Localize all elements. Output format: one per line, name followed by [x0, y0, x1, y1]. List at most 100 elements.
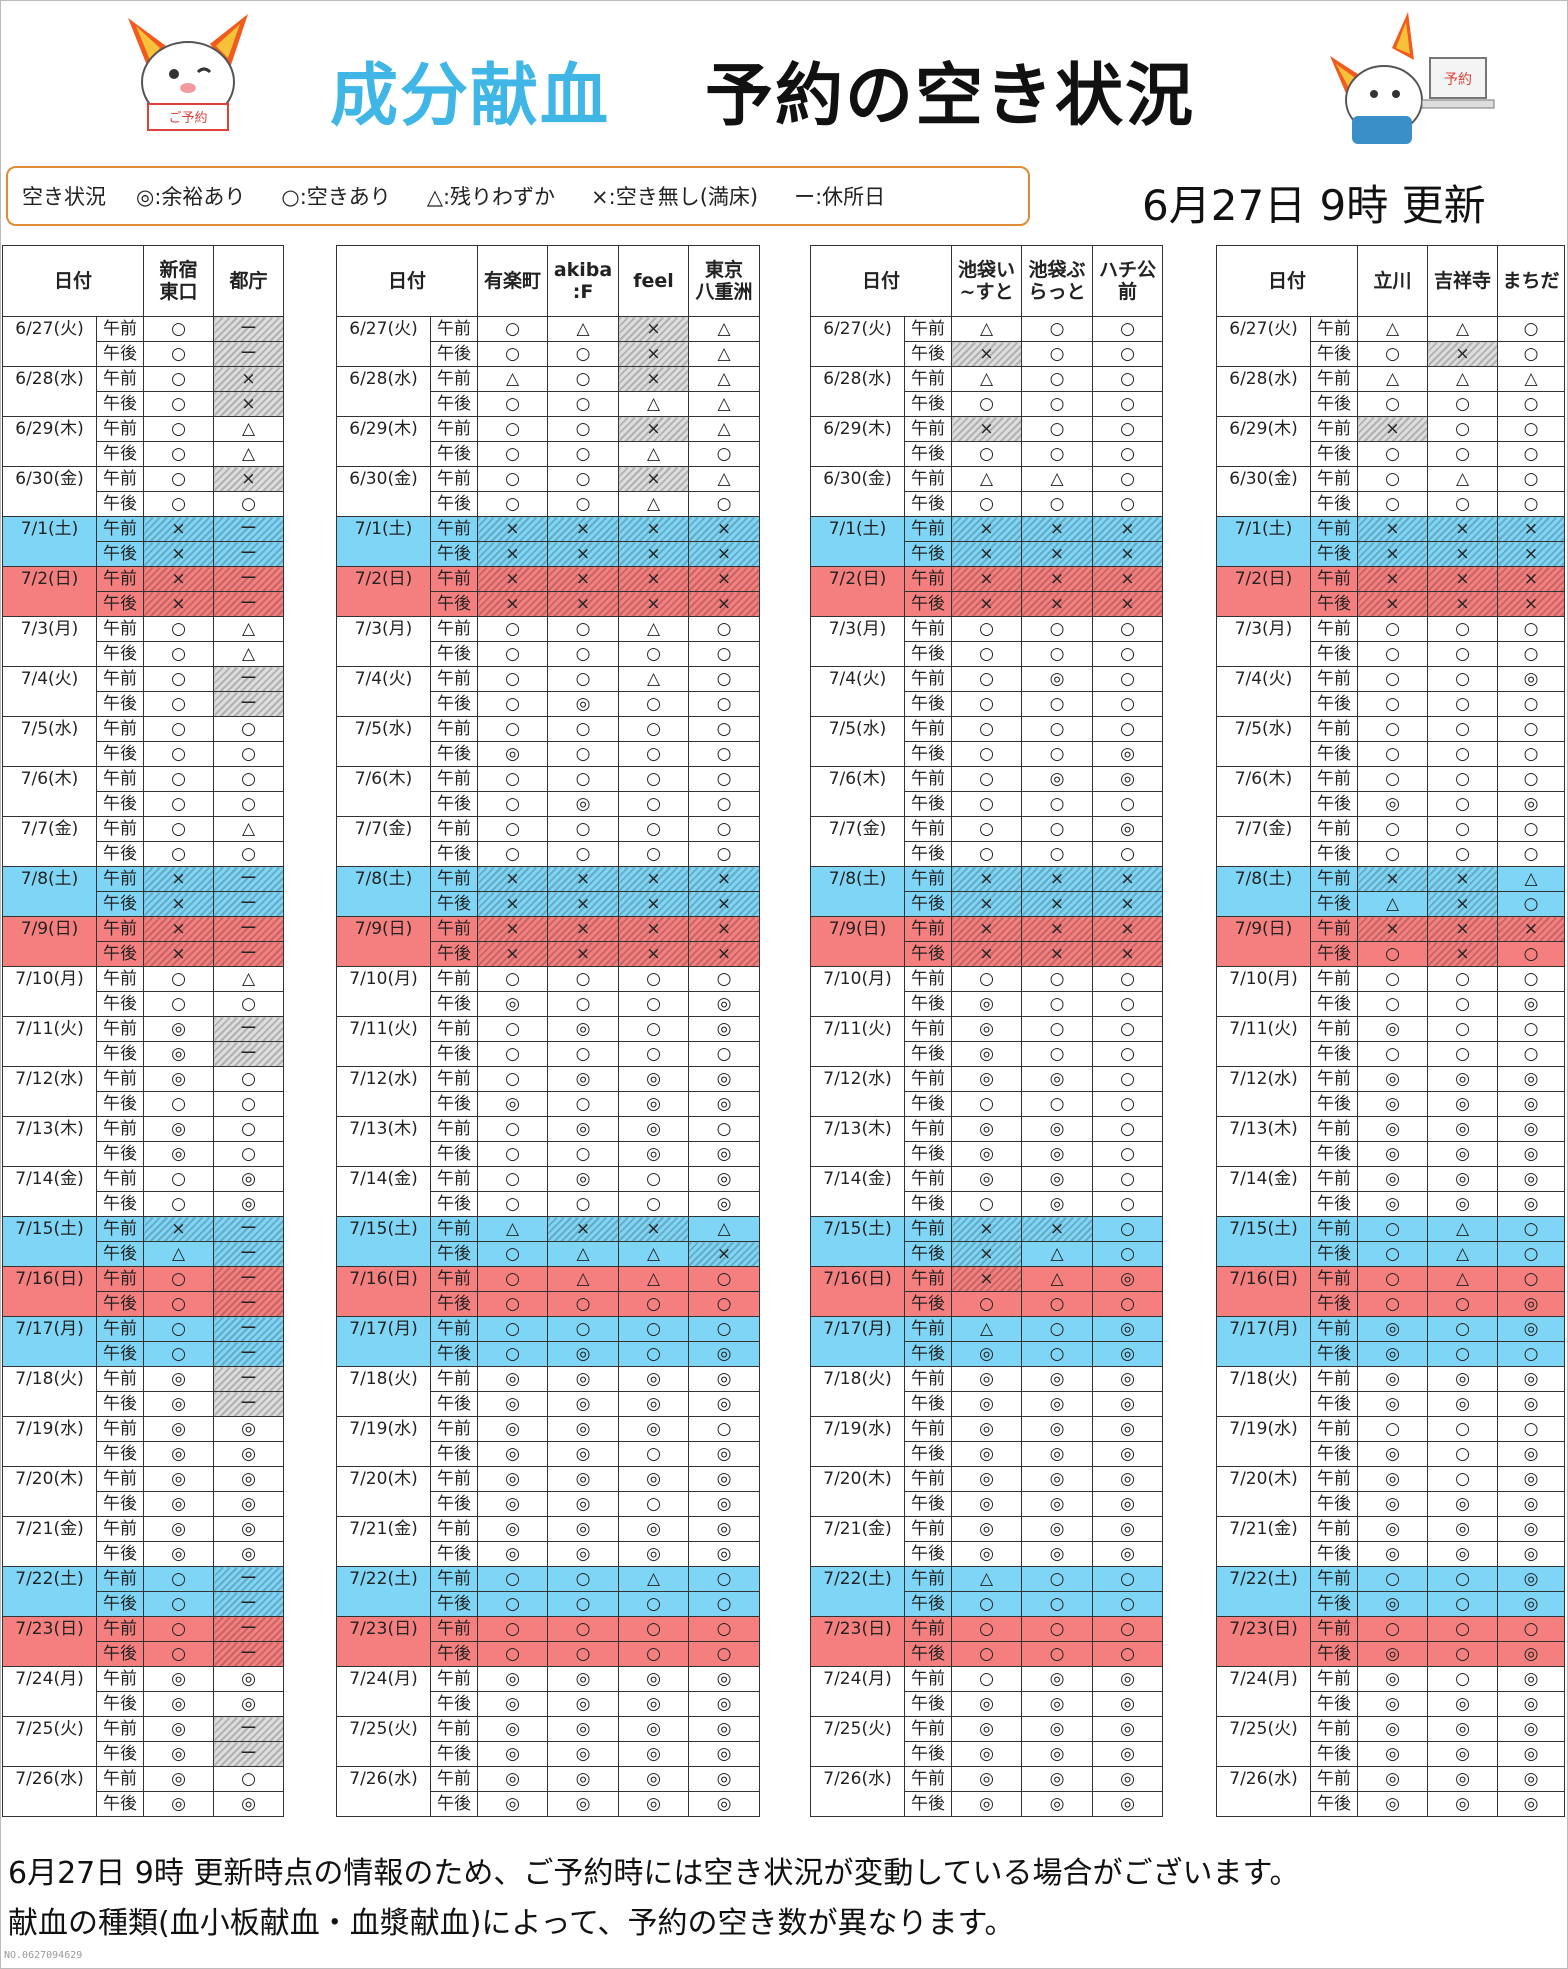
availability-cell: ○: [143, 666, 215, 692]
availability-cell: △: [1427, 1266, 1499, 1292]
table-row: 午後 ○ ○ ◎: [811, 741, 1164, 767]
table-row: 午後 ○ × ○: [1217, 941, 1566, 967]
table-row: 7/19(水) 午前 ◎ ◎: [2, 1416, 285, 1467]
availability-cell: △: [618, 666, 690, 692]
availability-cell: ○: [477, 491, 549, 517]
table-row: 午後 ◎ ◎ ◎: [1217, 1741, 1566, 1767]
availability-cell: ◎: [477, 1541, 549, 1567]
availability-cell: ー: [213, 666, 285, 692]
availability-cell: △: [547, 1266, 620, 1292]
date-cell: 7/19(水): [2, 1416, 97, 1467]
availability-cell: ○: [547, 441, 620, 467]
availability-cell: ×: [1357, 566, 1429, 592]
availability-cell: ×: [547, 916, 620, 942]
availability-cell: ○: [1427, 716, 1499, 742]
morning-label: 午前: [903, 1016, 953, 1042]
morning-label: 午前: [429, 1216, 479, 1242]
table-row: 午後 ○ ○ ○: [811, 641, 1164, 667]
availability-cell: ◎: [951, 1116, 1023, 1142]
table-row: 7/3(月) 午前 ○ ○ ○: [1216, 616, 1566, 667]
legend-label: 空き状況: [22, 185, 106, 209]
availability-cell: ◎: [688, 1441, 761, 1467]
availability-cell: △: [688, 316, 761, 342]
availability-cell: ×: [143, 516, 215, 542]
table-row: 7/14(金) 午前 ◎ ◎ ◎: [1216, 1166, 1566, 1217]
morning-label: 午前: [95, 1266, 145, 1292]
date-cell: 7/25(火): [336, 1716, 431, 1767]
availability-cell: ○: [688, 1316, 761, 1342]
availability-cell: ー: [213, 1216, 285, 1242]
availability-cell: ー: [213, 341, 285, 367]
afternoon-label: 午後: [95, 1491, 145, 1517]
availability-cell: ○: [477, 691, 549, 717]
table-row: 7/9(日) 午前 × ー: [2, 916, 285, 967]
table-row: 7/24(月) 午前 ◎ ◎: [2, 1666, 285, 1717]
availability-cell: ◎: [1092, 1716, 1164, 1742]
date-cell: 7/14(金): [810, 1166, 905, 1217]
table-row: 午後 × ー: [3, 541, 285, 567]
afternoon-label: 午後: [95, 791, 145, 817]
afternoon-label: 午後: [903, 791, 953, 817]
availability-cell: ◎: [547, 1541, 620, 1567]
availability-cell: ー: [213, 691, 285, 717]
availability-cell: ○: [1357, 716, 1429, 742]
afternoon-label: 午後: [95, 591, 145, 617]
table-row: 7/4(火) 午前 ○ ー: [2, 666, 285, 717]
availability-cell: ◎: [688, 1016, 761, 1042]
availability-cell: ○: [951, 1291, 1023, 1317]
date-cell: 7/24(月): [810, 1666, 905, 1717]
availability-cell: △: [951, 1566, 1023, 1592]
table-row: 午後 ○ ○ ○: [811, 1091, 1164, 1117]
availability-cell: ○: [1427, 391, 1499, 417]
availability-cell: ◎: [143, 1491, 215, 1517]
availability-cell: ○: [1497, 891, 1566, 917]
morning-label: 午前: [1309, 866, 1359, 892]
table-row: 7/24(月) 午前 ◎ ○ ◎: [1216, 1666, 1566, 1717]
availability-cell: ○: [1427, 1291, 1499, 1317]
afternoon-label: 午後: [903, 491, 953, 517]
afternoon-label: 午後: [429, 1041, 479, 1067]
availability-cell: ◎: [477, 1391, 549, 1417]
availability-cell: ◎: [1357, 1591, 1429, 1617]
document-stamp: NO.0627094629: [4, 1950, 83, 1961]
date-cell: 7/20(木): [1216, 1466, 1311, 1517]
availability-cell: △: [213, 641, 285, 667]
availability-cell: ○: [688, 1291, 761, 1317]
availability-cell: ◎: [547, 1116, 620, 1142]
availability-cell: △: [688, 391, 761, 417]
table-row: 6/29(木) 午前 ○ △: [2, 416, 285, 467]
availability-cell: ×: [618, 316, 690, 342]
date-cell: 7/6(木): [810, 766, 905, 817]
morning-label: 午前: [95, 966, 145, 992]
availability-cell: ◎: [143, 1366, 215, 1392]
morning-label: 午前: [903, 1416, 953, 1442]
table-row: 7/17(月) 午前 ◎ ○ ◎: [1216, 1316, 1566, 1367]
availability-cell: ◎: [1497, 1741, 1566, 1767]
morning-label: 午前: [429, 1066, 479, 1092]
availability-cell: ○: [1427, 791, 1499, 817]
afternoon-label: 午後: [429, 641, 479, 667]
table-row: 午後 ◎ ◎ ◎ ◎: [337, 1541, 761, 1567]
availability-cell: △: [951, 1316, 1023, 1342]
availability-cell: ○: [477, 1066, 549, 1092]
availability-cell: ×: [143, 1216, 215, 1242]
availability-cell: ◎: [951, 1341, 1023, 1367]
availability-cell: ×: [143, 541, 215, 567]
table-row: 午後 ○ ○ ○: [1217, 841, 1566, 867]
availability-cell: ○: [1497, 766, 1566, 792]
morning-label: 午前: [95, 1616, 145, 1642]
morning-label: 午前: [429, 1416, 479, 1442]
availability-cell: ×: [1427, 516, 1499, 542]
availability-cell: ○: [547, 1041, 620, 1067]
afternoon-label: 午後: [429, 1241, 479, 1267]
availability-cell: ○: [1092, 991, 1164, 1017]
table-row: 午後 × ー: [3, 941, 285, 967]
availability-cell: ○: [213, 791, 285, 817]
availability-cell: ○: [477, 716, 549, 742]
availability-cell: ◎: [1092, 1791, 1164, 1817]
morning-label: 午前: [95, 1366, 145, 1392]
table-row: 7/11(火) 午前 ○ ◎ ○ ◎: [336, 1016, 761, 1067]
availability-cell: ◎: [1427, 1191, 1499, 1217]
table-row: 7/1(土) 午前 × × ×: [1216, 516, 1566, 567]
table-row: 午後 ○ × ○: [1217, 341, 1566, 367]
